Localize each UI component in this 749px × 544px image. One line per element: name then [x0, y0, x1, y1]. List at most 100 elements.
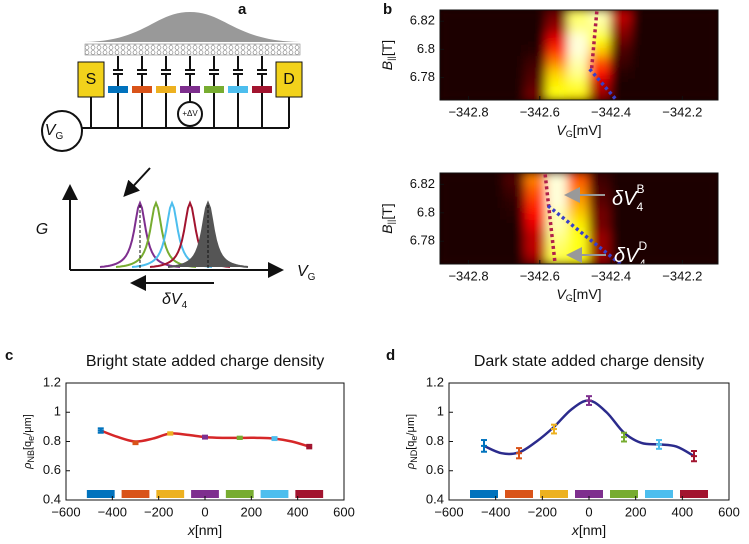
electrode-bar: [645, 490, 673, 498]
heatmap-cell: [674, 76, 698, 90]
heatmap-cell: [440, 194, 463, 209]
error-bar: [516, 447, 522, 460]
y-tick-label: 1: [54, 404, 61, 419]
heatmap-cell: [460, 206, 484, 220]
heatmap-cell: [524, 206, 548, 220]
symbol: δV: [162, 291, 183, 308]
y-tick-label: 0.8: [43, 433, 61, 448]
heatmap-cell: [524, 87, 548, 100]
y-tick-label: 6.78: [410, 69, 435, 84]
label-part: [T]: [379, 203, 395, 219]
heatmap-cell: [460, 76, 484, 90]
gate: [180, 86, 200, 93]
subscript: 4: [182, 300, 188, 311]
heatmap-cells: [440, 173, 718, 264]
error-bar: [271, 436, 278, 442]
fit-curve: [483, 399, 695, 458]
heatmap-cell: [674, 65, 698, 79]
label-part: B: [379, 224, 395, 233]
heatmap-cell: [545, 31, 570, 45]
electrode-bar: [191, 490, 219, 498]
bias-label: +ΔV: [182, 109, 198, 118]
heatmap-cell: [545, 240, 570, 254]
heatmap-cell: [567, 87, 591, 100]
label-part: 4: [636, 200, 643, 214]
heatmap-cell: [503, 31, 527, 45]
x-tick-label: −200: [144, 504, 173, 519]
heatmap-cell: [460, 65, 484, 79]
heatmap-cell: [652, 42, 677, 56]
y-tick-label: 6.8: [417, 204, 435, 219]
error-bar: [97, 427, 104, 434]
heatmap-cell: [440, 173, 463, 186]
label-part: ρ: [22, 463, 34, 470]
error-bar: [202, 434, 208, 440]
panel-label: b: [383, 1, 392, 18]
heatmap-cell: [481, 54, 506, 68]
heatmap-cell: [503, 42, 527, 56]
heatmap-cell: [610, 173, 634, 186]
heatmap-cell: [631, 217, 655, 231]
label-part: G: [566, 293, 573, 303]
heatmap-cell: [652, 20, 677, 34]
heatmap-cell: [674, 206, 698, 220]
heatmap-cell: [481, 183, 506, 197]
x-tick-label: 400: [287, 504, 309, 519]
heatmap-cell: [610, 251, 634, 264]
electrode-bar: [470, 490, 498, 498]
error-bar: [691, 450, 697, 463]
heatmap-cell: [588, 10, 613, 23]
x-tick-label: −342.4: [591, 104, 631, 119]
heatmap-cell: [652, 173, 677, 186]
y-tick-label: 1.2: [426, 374, 444, 389]
heatmap-cell: [652, 251, 677, 264]
heatmap-cell: [631, 31, 655, 45]
x-tick-label: 400: [671, 504, 693, 519]
heatmap-cell: [695, 54, 718, 68]
heatmap-cell: [567, 217, 591, 231]
chart-title: Dark state added charge density: [474, 353, 704, 370]
axis-label: VG[mV]: [556, 122, 601, 140]
label-part: δV: [614, 245, 640, 267]
heatmap-cell: [674, 228, 698, 243]
error-bar: [621, 431, 627, 443]
heatmap-cell: [440, 183, 463, 197]
heatmap-cell: [503, 228, 527, 243]
x-tick-label: −342.6: [520, 268, 560, 283]
heatmap-cell: [524, 251, 548, 264]
heatmap-cell: [567, 54, 591, 68]
heatmap-cell: [674, 217, 698, 231]
heatmap-cell: [545, 194, 570, 209]
heatmap-cell: [481, 228, 506, 243]
heatmap-cell: [674, 87, 698, 100]
heatmap-cell: [545, 173, 570, 186]
heatmap-cell: [610, 194, 634, 209]
label-part: V: [556, 286, 567, 302]
heatmap-cell: [652, 87, 677, 100]
label-part: [q: [22, 441, 34, 450]
x-tick-label: 0: [201, 504, 208, 519]
label-part: x: [187, 522, 196, 538]
heatmap-cell: [460, 54, 484, 68]
gate: [132, 86, 152, 93]
y-tick-label: 0.6: [426, 462, 444, 477]
conductance-axis-label: G: [36, 221, 48, 238]
heatmap-cell: [567, 251, 591, 264]
error-bar: [132, 440, 139, 446]
error-bar: [656, 439, 662, 450]
heatmap-cell: [695, 87, 718, 100]
heatmap-cell: [524, 20, 548, 34]
heatmap-cell: [460, 194, 484, 209]
heatmap-cell: [674, 251, 698, 264]
heatmap: [440, 10, 718, 100]
heatmap-cell: [545, 87, 570, 100]
voltage-axis-label: VG: [297, 263, 316, 282]
heatmap-cell: [460, 87, 484, 100]
heatmap-cell: [503, 54, 527, 68]
heatmap-cell: [610, 76, 634, 90]
label-part: G: [566, 129, 573, 139]
x-tick-label: −342.8: [448, 104, 488, 119]
trace-line: [589, 11, 599, 71]
axis-label: B||[T]: [379, 40, 397, 70]
